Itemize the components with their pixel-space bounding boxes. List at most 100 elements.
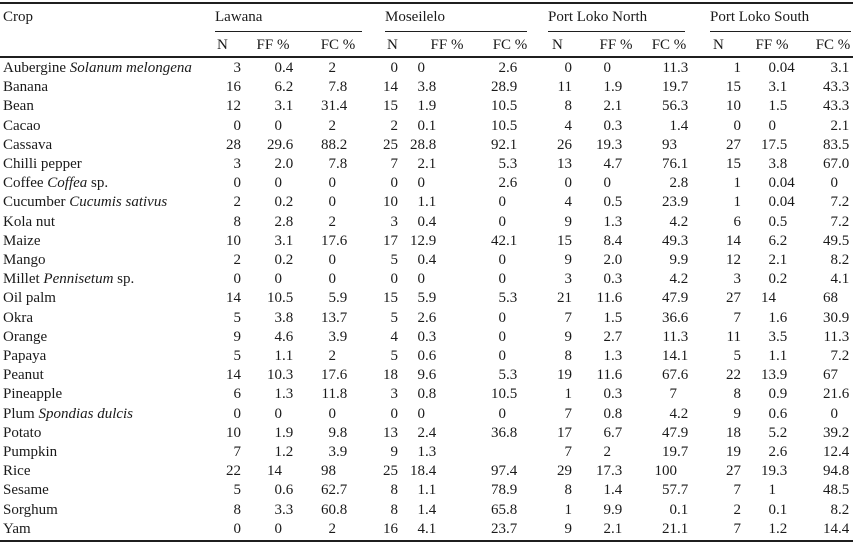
cell-int-part: 7 xyxy=(669,386,678,403)
table-cell: 6.2 xyxy=(726,233,788,249)
table-cell: 1.6 xyxy=(726,310,788,326)
table-cell: 0 xyxy=(286,252,337,268)
cell-int-part: 3 xyxy=(768,79,777,96)
table-cell: 67 xyxy=(788,367,838,383)
cell-int-part: 93 xyxy=(662,136,677,153)
table-cell: 17.6 xyxy=(286,367,347,383)
table-cell: 19 xyxy=(691,444,741,460)
table-cell: 92.1 xyxy=(456,137,517,153)
table-cell: 7.8 xyxy=(286,156,348,172)
subheader-ff: FF % xyxy=(599,37,633,53)
cell-frac-part: .4 xyxy=(336,98,348,115)
subheader-ff: FF % xyxy=(755,37,789,53)
cell-int-part: 0 xyxy=(768,194,777,211)
cell-frac-part: .6 xyxy=(506,175,518,192)
cell-int-part: 14 xyxy=(226,367,241,384)
table-cell: 7 xyxy=(348,156,399,172)
cell-int-part: 11 xyxy=(596,367,611,384)
cell-frac-part: .3 xyxy=(611,136,623,153)
cell-int-part: 43 xyxy=(823,79,838,96)
cell-int-part: 29 xyxy=(557,463,572,480)
row-label: Cucumber Cucumis sativus xyxy=(3,194,167,210)
cell-frac-part: .8 xyxy=(336,424,348,441)
cell-frac-part: .3 xyxy=(838,79,850,96)
cell-frac-part: .3 xyxy=(611,271,623,288)
cell-int-part: 10 xyxy=(226,424,241,441)
table-cell: 2.6 xyxy=(456,60,518,76)
table-cell: 0 xyxy=(691,118,742,134)
table-cell: 2 xyxy=(348,118,399,134)
table-cell: 0 xyxy=(456,252,507,268)
cell-int-part: 2 xyxy=(233,252,242,268)
table-cell: 0.4 xyxy=(375,252,437,268)
cell-frac-part: .1 xyxy=(425,482,437,499)
cell-int-part: 67 xyxy=(823,156,838,172)
cell-int-part: 2 xyxy=(603,98,612,115)
cell-int-part: 2 xyxy=(417,156,426,172)
table-cell: 11.6 xyxy=(561,367,623,384)
row-label-text: Papaya xyxy=(3,348,47,364)
table-cell: 5.3 xyxy=(456,156,518,172)
cell-int-part: 30 xyxy=(823,309,838,326)
cell-int-part: 5 xyxy=(417,290,426,307)
row-label: Coffee Coffea sp. xyxy=(3,175,108,191)
cell-frac-part: .7 xyxy=(611,328,623,345)
table-cell: 0.3 xyxy=(561,386,623,402)
row-label-text: Sorghum xyxy=(3,501,58,518)
cell-int-part: 13 xyxy=(321,309,336,326)
cell-int-part: 9 xyxy=(417,367,426,384)
cell-frac-part: .7 xyxy=(506,520,518,537)
table-cell: 3.5 xyxy=(726,329,788,345)
table-cell: 18 xyxy=(348,367,398,383)
cell-int-part: 0 xyxy=(498,309,507,326)
cell-frac-part: .5 xyxy=(776,136,788,153)
cell-int-part: 14 xyxy=(726,232,741,249)
table-cell: 0 xyxy=(561,60,612,76)
row-label-italic: Coffea xyxy=(47,175,88,192)
cell-frac-part: .8 xyxy=(425,79,437,96)
table-cell: 2.1 xyxy=(561,98,623,115)
table-cell: 2.8 xyxy=(232,214,294,230)
cell-int-part: 18 xyxy=(410,463,425,480)
table-cell: 1.2 xyxy=(726,521,788,537)
group-underline xyxy=(215,31,362,32)
table-cell: 28.8 xyxy=(375,137,436,153)
table-cell: 0 xyxy=(456,406,507,422)
row-label: Potato xyxy=(3,425,41,441)
table-cell: 1 xyxy=(726,482,777,498)
table-cell: 0.4 xyxy=(375,214,437,230)
cell-int-part: 5 xyxy=(328,290,337,307)
table-cell: 14.1 xyxy=(627,348,688,364)
cell-int-part: 9 xyxy=(669,252,678,268)
cell-frac-part: .6 xyxy=(425,309,437,326)
table-cell: 8 xyxy=(691,386,742,402)
table-cell: 3.8 xyxy=(726,156,788,172)
table-cell: 28.9 xyxy=(456,79,517,95)
row-label-italic: Pennisetum xyxy=(43,271,114,288)
table-cell: 0 xyxy=(348,60,399,76)
cell-int-part: 3 xyxy=(274,232,283,249)
cell-int-part: 4 xyxy=(603,156,612,172)
cell-int-part: 2 xyxy=(830,117,839,134)
table-cell: 0 xyxy=(456,309,507,326)
cell-frac-part: .8 xyxy=(282,309,294,326)
table-cell: 7.2 xyxy=(788,214,850,230)
cell-int-part: 11 xyxy=(662,328,677,345)
cell-int-part: 11 xyxy=(662,60,677,76)
table-cell: 9 xyxy=(522,329,573,345)
cell-frac-part: .6 xyxy=(506,60,518,76)
table-cell: 1.1 xyxy=(375,482,437,499)
cell-int-part: 2 xyxy=(768,252,777,268)
table-cell: 0.6 xyxy=(232,482,294,498)
table-cell: 17.3 xyxy=(561,463,622,479)
cell-int-part: 0 xyxy=(417,271,426,288)
table-cell: 36.8 xyxy=(456,425,517,441)
cell-frac-part: .3 xyxy=(282,501,294,518)
cell-int-part: 12 xyxy=(226,98,241,115)
cell-int-part: 47 xyxy=(662,424,677,441)
cell-int-part: 3 xyxy=(768,156,777,172)
cell-int-part: 36 xyxy=(491,424,506,441)
cell-int-part: 65 xyxy=(491,501,506,518)
cell-int-part: 23 xyxy=(491,520,506,537)
cell-frac-part: .2 xyxy=(838,348,850,364)
